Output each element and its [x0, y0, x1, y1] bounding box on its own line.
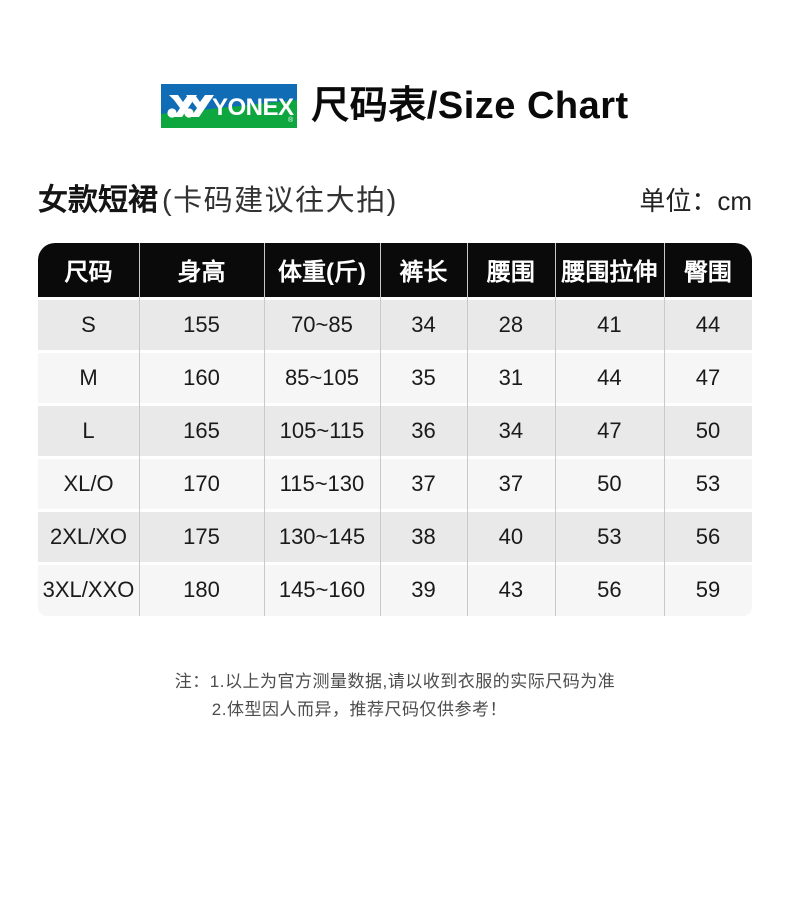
table-row: M 160 85~105 35 31 44 47: [38, 349, 752, 404]
value-cell: 130~145: [263, 508, 380, 563]
column-divider: [139, 243, 141, 616]
column-header: 腰围: [466, 243, 555, 298]
column-divider: [466, 243, 468, 616]
value-cell: 39: [379, 561, 467, 616]
unit-label: 单位：cm: [639, 186, 752, 217]
value-cell: 56: [554, 561, 664, 616]
value-cell: 44: [663, 296, 752, 351]
subtitle-row: 女款短裙 (卡码建议往大拍) 单位：cm: [38, 184, 752, 217]
value-cell: 53: [663, 455, 752, 510]
footnotes: 注：1.以上为官方测量数据,请以收到衣服的实际尺码为准 2.体型因人而异，推荐尺…: [175, 668, 615, 724]
note-line: 2.体型因人而异，推荐尺码仅供参考！: [211, 700, 507, 719]
size-cell: 2XL/XO: [38, 508, 140, 563]
product-name: 女款短裙: [38, 184, 158, 217]
value-cell: 145~160: [263, 561, 380, 616]
value-cell: 56: [663, 508, 752, 563]
value-cell: 53: [554, 508, 664, 563]
table-row: XL/O 170 115~130 37 37 50 53: [38, 455, 752, 510]
column-header: 臀围: [663, 243, 752, 298]
column-divider: [263, 243, 265, 616]
value-cell: 37: [466, 455, 555, 510]
size-cell: M: [38, 349, 140, 404]
value-cell: 180: [139, 561, 264, 616]
value-cell: 155: [139, 296, 264, 351]
value-cell: 40: [466, 508, 555, 563]
value-cell: 50: [554, 455, 664, 510]
value-cell: 165: [139, 402, 264, 457]
table-row: L 165 105~115 36 34 47 50: [38, 402, 752, 457]
value-cell: 105~115: [263, 402, 380, 457]
size-table-header-row: 尺码 身高 体重(斤) 裤长 腰围 腰围拉伸 臀围: [38, 243, 752, 298]
value-cell: 28: [466, 296, 555, 351]
table-row: 3XL/XXO 180 145~160 39 43 56 59: [38, 561, 752, 616]
value-cell: 31: [466, 349, 555, 404]
column-divider: [380, 243, 381, 616]
column-header: 身高: [139, 243, 264, 298]
value-cell: 85~105: [263, 349, 380, 404]
value-cell: 34: [466, 402, 555, 457]
page-title: 尺码表/Size Chart: [311, 85, 629, 127]
yonex-yy-mark-icon: [167, 95, 215, 118]
value-cell: 115~130: [263, 455, 380, 510]
value-cell: 43: [466, 561, 555, 616]
value-cell: 70~85: [263, 296, 380, 351]
size-cell: 3XL/XXO: [38, 561, 140, 616]
value-cell: 36: [379, 402, 467, 457]
column-divider: [664, 243, 666, 616]
value-cell: 41: [554, 296, 664, 351]
value-cell: 47: [554, 402, 664, 457]
column-header: 体重(斤): [263, 243, 380, 298]
note-line: 注：1.以上为官方测量数据,请以收到衣服的实际尺码为准: [174, 672, 616, 691]
value-cell: 44: [554, 349, 664, 404]
size-cell: L: [38, 402, 140, 457]
value-cell: 35: [379, 349, 467, 404]
value-cell: 47: [663, 349, 752, 404]
value-cell: 175: [139, 508, 264, 563]
size-cell: XL/O: [38, 455, 140, 510]
value-cell: 34: [379, 296, 467, 351]
column-header: 裤长: [379, 243, 467, 298]
value-cell: 38: [379, 508, 467, 563]
table-row: S 155 70~85 34 28 41 44: [38, 296, 752, 351]
value-cell: 170: [139, 455, 264, 510]
product-title-group: 女款短裙 (卡码建议往大拍): [38, 184, 398, 217]
value-cell: 50: [663, 402, 752, 457]
value-cell: 37: [379, 455, 467, 510]
brand-header: YONEX ® 尺码表/Size Chart: [0, 84, 790, 128]
registered-mark: ®: [288, 116, 294, 124]
size-advice-hint: (卡码建议往大拍): [162, 184, 398, 217]
value-cell: 160: [139, 349, 264, 404]
size-table: 尺码 身高 体重(斤) 裤长 腰围 腰围拉伸 臀围 S 155 70~85 34 28 41 44 M 16…: [38, 243, 752, 616]
value-cell: 59: [663, 561, 752, 616]
size-table-container: 尺码 身高 体重(斤) 裤长 腰围 腰围拉伸 臀围 S 155 70~85 34 28 41 44 M 16…: [38, 243, 752, 616]
size-cell: S: [38, 296, 140, 351]
column-header: 尺码: [38, 243, 140, 298]
column-divider: [555, 243, 556, 616]
table-row: 2XL/XO 175 130~145 38 40 53 56: [38, 508, 752, 563]
yonex-wordmark: YONEX: [212, 94, 294, 121]
column-header: 腰围拉伸: [554, 243, 664, 298]
size-table-body: S 155 70~85 34 28 41 44 M 160 85~105 35 31 44 47 L 165 1…: [38, 296, 752, 616]
yonex-logo: YONEX ®: [161, 84, 298, 128]
